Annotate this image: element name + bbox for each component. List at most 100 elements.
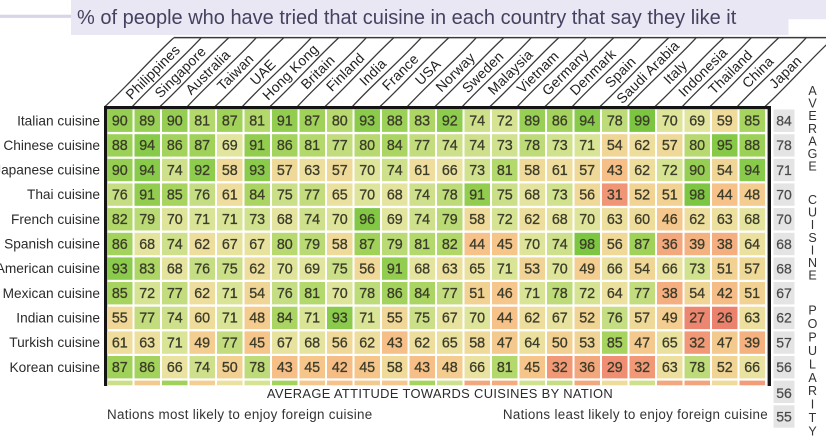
svg-text:36: 36	[662, 237, 678, 253]
svg-text:52: 52	[579, 311, 595, 327]
svg-text:70: 70	[776, 186, 792, 202]
svg-text:93: 93	[112, 261, 128, 277]
svg-text:32: 32	[634, 360, 650, 376]
svg-text:G: G	[808, 147, 818, 161]
svg-text:70: 70	[524, 237, 540, 253]
svg-text:61: 61	[222, 187, 238, 203]
svg-text:79: 79	[387, 237, 403, 253]
svg-text:73: 73	[689, 261, 705, 277]
svg-text:66: 66	[469, 360, 485, 376]
svg-text:92: 92	[194, 163, 210, 179]
svg-text:73: 73	[497, 138, 513, 154]
svg-text:31: 31	[607, 187, 623, 203]
svg-text:66: 66	[607, 261, 623, 277]
svg-text:71: 71	[167, 335, 183, 351]
svg-text:59: 59	[717, 114, 733, 130]
svg-text:43: 43	[387, 335, 403, 351]
svg-text:99: 99	[634, 114, 650, 130]
svg-text:44: 44	[469, 237, 485, 253]
svg-text:68: 68	[139, 237, 155, 253]
svg-text:93: 93	[249, 163, 265, 179]
svg-text:66: 66	[662, 261, 678, 277]
svg-text:87: 87	[634, 237, 650, 253]
svg-text:70: 70	[469, 311, 485, 327]
svg-text:52: 52	[634, 187, 650, 203]
svg-text:81: 81	[497, 163, 513, 179]
svg-text:78: 78	[552, 286, 568, 302]
svg-text:A: A	[808, 371, 817, 385]
svg-text:67: 67	[442, 311, 458, 327]
svg-text:57: 57	[662, 138, 678, 154]
svg-text:74: 74	[167, 311, 183, 327]
svg-text:71: 71	[497, 261, 513, 277]
svg-text:Mexican cuisine: Mexican cuisine	[3, 286, 100, 301]
svg-text:87: 87	[359, 237, 375, 253]
svg-text:29: 29	[607, 360, 623, 376]
svg-text:62: 62	[689, 212, 705, 228]
svg-text:71: 71	[194, 212, 210, 228]
svg-text:79: 79	[304, 237, 320, 253]
svg-text:60: 60	[194, 311, 210, 327]
svg-text:48: 48	[744, 187, 760, 203]
svg-text:78: 78	[249, 360, 265, 376]
svg-text:65: 65	[442, 335, 458, 351]
svg-text:C: C	[808, 193, 817, 207]
svg-text:90: 90	[112, 114, 128, 130]
svg-text:98: 98	[689, 187, 705, 203]
svg-text:A: A	[808, 134, 817, 148]
svg-text:74: 74	[167, 237, 183, 253]
svg-text:70: 70	[167, 212, 183, 228]
svg-text:62: 62	[194, 237, 210, 253]
svg-text:32: 32	[689, 335, 705, 351]
svg-text:70: 70	[579, 212, 595, 228]
svg-text:Nations least likely to enjoy: Nations least likely to enjoy foreign cu…	[503, 407, 768, 422]
svg-text:53: 53	[524, 261, 540, 277]
svg-text:91: 91	[469, 187, 485, 203]
svg-text:74: 74	[442, 138, 458, 154]
svg-text:72: 72	[662, 163, 678, 179]
svg-text:80: 80	[277, 237, 293, 253]
svg-text:93: 93	[359, 114, 375, 130]
svg-text:60: 60	[634, 212, 650, 228]
svg-text:71: 71	[304, 311, 320, 327]
svg-text:43: 43	[277, 360, 293, 376]
svg-text:91: 91	[249, 138, 265, 154]
svg-text:90: 90	[689, 163, 705, 179]
svg-text:U: U	[808, 344, 817, 358]
svg-text:Nations most likely to enjoy f: Nations most likely to enjoy foreign cui…	[107, 407, 373, 422]
svg-text:73: 73	[552, 138, 568, 154]
svg-text:90: 90	[112, 163, 128, 179]
svg-text:77: 77	[167, 286, 183, 302]
svg-text:75: 75	[497, 187, 513, 203]
svg-text:72: 72	[139, 286, 155, 302]
svg-text:74: 74	[167, 163, 183, 179]
svg-text:66: 66	[167, 360, 183, 376]
svg-text:68: 68	[167, 261, 183, 277]
svg-text:74: 74	[387, 163, 403, 179]
svg-text:86: 86	[167, 138, 183, 154]
svg-text:78: 78	[359, 286, 375, 302]
svg-text:71: 71	[579, 138, 595, 154]
svg-text:52: 52	[717, 360, 733, 376]
svg-text:27: 27	[689, 311, 705, 327]
svg-text:Italian cuisine: Italian cuisine	[17, 113, 100, 128]
svg-text:90: 90	[167, 114, 183, 130]
svg-text:86: 86	[277, 138, 293, 154]
svg-text:77: 77	[442, 286, 458, 302]
svg-text:72: 72	[497, 212, 513, 228]
svg-text:American cuisine: American cuisine	[0, 261, 100, 276]
svg-text:64: 64	[744, 237, 760, 253]
svg-text:57: 57	[579, 163, 595, 179]
svg-text:63: 63	[744, 311, 760, 327]
svg-text:65: 65	[469, 261, 485, 277]
svg-text:70: 70	[332, 286, 348, 302]
svg-text:51: 51	[744, 286, 760, 302]
svg-text:83: 83	[139, 261, 155, 277]
svg-text:73: 73	[552, 187, 568, 203]
svg-text:69: 69	[387, 212, 403, 228]
svg-text:81: 81	[414, 237, 430, 253]
svg-text:Korean cuisine: Korean cuisine	[9, 360, 100, 375]
svg-text:I: I	[811, 218, 814, 232]
svg-text:73: 73	[249, 212, 265, 228]
svg-text:65: 65	[332, 187, 348, 203]
